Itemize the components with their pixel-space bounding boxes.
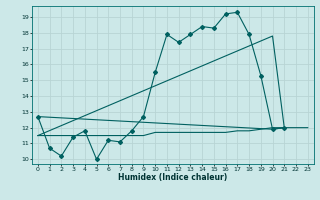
X-axis label: Humidex (Indice chaleur): Humidex (Indice chaleur): [118, 173, 228, 182]
